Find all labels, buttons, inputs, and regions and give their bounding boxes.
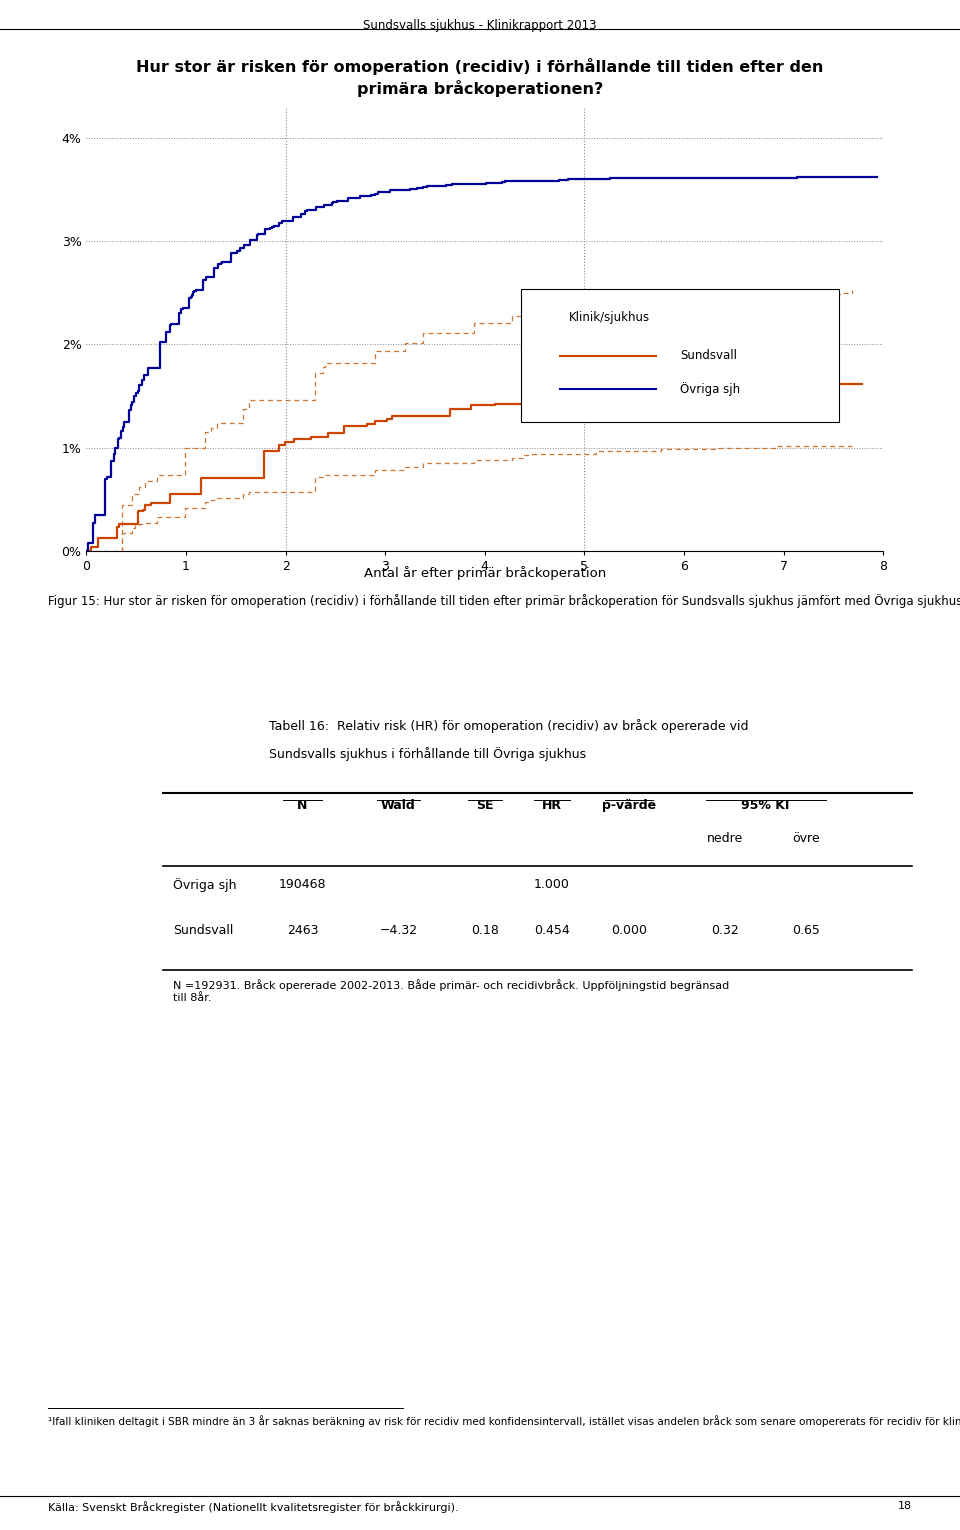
Text: 0.000: 0.000: [611, 924, 647, 936]
Text: SE: SE: [476, 799, 493, 811]
Text: 18: 18: [898, 1501, 912, 1512]
Text: 190468: 190468: [278, 878, 326, 890]
Text: Sundsvall: Sundsvall: [173, 924, 233, 936]
Text: ¹Ifall kliniken deltagit i SBR mindre än 3 år saknas beräkning av risk för recid: ¹Ifall kliniken deltagit i SBR mindre än…: [48, 1415, 960, 1427]
Text: Klinik/sjukhus: Klinik/sjukhus: [568, 311, 650, 324]
Text: −4.32: −4.32: [379, 924, 418, 936]
Text: Antal år efter primär bråckoperation: Antal år efter primär bråckoperation: [364, 566, 606, 580]
Text: p-värde: p-värde: [602, 799, 656, 811]
Text: Tabell 16:  Relativ risk (HR) för omoperation (recidiv) av bråck opererade vid: Tabell 16: Relativ risk (HR) för omopera…: [269, 719, 748, 733]
Text: 1.000: 1.000: [534, 878, 570, 890]
Text: Övriga sjh: Övriga sjh: [680, 382, 740, 396]
Text: 0.32: 0.32: [711, 924, 738, 936]
Text: 0.65: 0.65: [792, 924, 821, 936]
Text: nedre: nedre: [707, 832, 743, 845]
Text: övre: övre: [793, 832, 820, 845]
Text: Wald: Wald: [381, 799, 416, 811]
Text: Sundsvalls sjukhus i förhållande till Övriga sjukhus: Sundsvalls sjukhus i förhållande till Öv…: [269, 747, 586, 760]
FancyBboxPatch shape: [520, 289, 839, 422]
Text: 2463: 2463: [287, 924, 318, 936]
Text: 0.454: 0.454: [534, 924, 570, 936]
Text: primära bråckoperationen?: primära bråckoperationen?: [357, 80, 603, 96]
Text: Övriga sjh: Övriga sjh: [173, 878, 236, 892]
Text: Figur 15: Hur stor är risken för omoperation (recidiv) i förhållande till tiden : Figur 15: Hur stor är risken för omopera…: [48, 594, 960, 607]
Text: HR: HR: [542, 799, 562, 811]
Text: N =192931. Bråck opererade 2002-2013. Både primär- och recidivbråck. Uppföljning: N =192931. Bråck opererade 2002-2013. Bå…: [173, 979, 729, 1002]
Text: N: N: [298, 799, 307, 811]
Text: 0.18: 0.18: [470, 924, 499, 936]
Text: Sundsvalls sjukhus - Klinikrapport 2013: Sundsvalls sjukhus - Klinikrapport 2013: [363, 20, 597, 32]
Text: Källa: Svenskt Bråckregister (Nationellt kvalitetsregister för bråckkirurgi).: Källa: Svenskt Bråckregister (Nationellt…: [48, 1501, 459, 1513]
Text: 95% KI: 95% KI: [741, 799, 790, 811]
Text: Sundsvall: Sundsvall: [680, 349, 737, 363]
Text: Hur stor är risken för omoperation (recidiv) i förhållande till tiden efter den: Hur stor är risken för omoperation (reci…: [136, 58, 824, 75]
